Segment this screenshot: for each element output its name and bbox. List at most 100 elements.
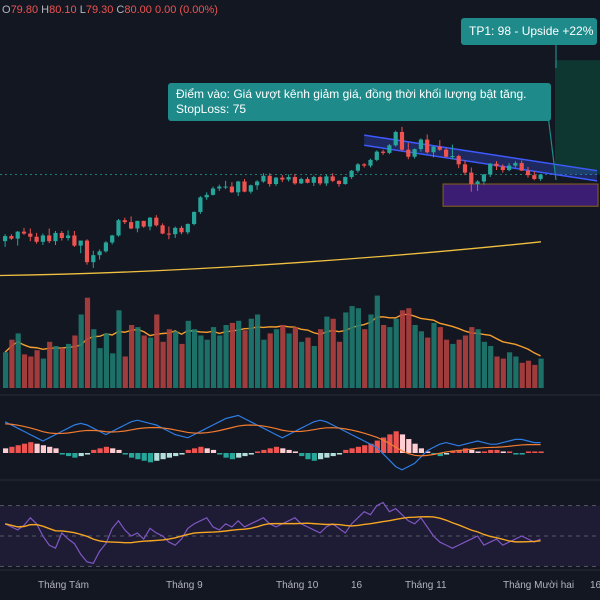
candle[interactable] (462, 164, 468, 173)
volume-bar[interactable] (28, 356, 34, 389)
candle[interactable] (475, 181, 480, 185)
candle[interactable] (292, 177, 297, 184)
volume-bar[interactable] (519, 362, 525, 388)
candle[interactable] (242, 181, 247, 192)
volume-bar[interactable] (103, 333, 109, 388)
candle[interactable] (381, 151, 386, 153)
candle[interactable] (66, 235, 71, 238)
candle[interactable] (28, 233, 33, 237)
volume-bar[interactable] (336, 341, 343, 388)
candle[interactable] (330, 176, 335, 181)
volume-bar[interactable] (437, 327, 443, 388)
candle[interactable] (198, 197, 203, 212)
candle[interactable] (267, 175, 272, 185)
candle[interactable] (78, 240, 83, 246)
volume-bar[interactable] (198, 335, 204, 389)
candle[interactable] (412, 149, 417, 157)
candle[interactable] (519, 163, 524, 171)
volume-bar[interactable] (488, 346, 494, 388)
candle[interactable] (538, 174, 543, 179)
candle[interactable] (280, 177, 285, 180)
candle[interactable] (217, 186, 222, 189)
candle[interactable] (179, 227, 184, 233)
volume-bar[interactable] (78, 314, 84, 389)
volume-bar[interactable] (40, 358, 46, 388)
volume-bar[interactable] (387, 327, 393, 388)
candle[interactable] (248, 185, 253, 192)
candle[interactable] (135, 220, 140, 229)
volume-bar[interactable] (500, 358, 506, 388)
volume-bar[interactable] (53, 346, 59, 388)
volume-bar[interactable] (318, 329, 324, 388)
candle[interactable] (59, 232, 64, 238)
entry-callout[interactable]: Điểm vào: Giá vượt kênh giảm giá, đồng t… (168, 83, 551, 121)
candle[interactable] (399, 131, 405, 150)
volume-bar[interactable] (362, 329, 368, 388)
volume-bar[interactable] (412, 325, 418, 388)
candle[interactable] (122, 220, 127, 223)
volume-bar[interactable] (223, 325, 229, 388)
volume-bar[interactable] (236, 320, 242, 388)
volume-bar[interactable] (192, 329, 198, 388)
volume-bar[interactable] (494, 356, 500, 389)
candle[interactable] (154, 217, 159, 226)
volume-bar[interactable] (507, 352, 513, 388)
candle[interactable] (91, 255, 96, 263)
candle[interactable] (532, 175, 537, 179)
volume-bar[interactable] (475, 329, 481, 388)
candle[interactable] (444, 149, 449, 157)
candle[interactable] (229, 186, 234, 193)
candle[interactable] (355, 164, 360, 171)
volume-bar[interactable] (147, 337, 154, 388)
candle[interactable] (236, 181, 241, 193)
candle[interactable] (513, 163, 518, 166)
candle[interactable] (129, 222, 134, 229)
volume-bar[interactable] (21, 354, 28, 388)
volume-bar[interactable] (469, 327, 475, 388)
volume-bar[interactable] (229, 322, 235, 388)
candle[interactable] (481, 174, 486, 182)
candle[interactable] (387, 145, 392, 153)
volume-bar[interactable] (538, 358, 544, 388)
volume-bar[interactable] (135, 327, 141, 388)
volume-bar[interactable] (84, 297, 91, 388)
candle[interactable] (53, 232, 58, 242)
volume-bar[interactable] (532, 364, 538, 388)
candle[interactable] (507, 165, 512, 171)
volume-bar[interactable] (299, 341, 305, 388)
candle[interactable] (456, 156, 461, 165)
volume-bar[interactable] (160, 341, 166, 388)
volume-bar[interactable] (292, 327, 298, 388)
candle[interactable] (255, 181, 260, 186)
volume-bar[interactable] (444, 339, 450, 388)
candle[interactable] (469, 172, 474, 185)
candle[interactable] (286, 177, 291, 180)
channel-lower-line[interactable] (364, 144, 598, 182)
volume-bar[interactable] (116, 310, 122, 388)
volume-bar[interactable] (34, 350, 40, 388)
volume-bar[interactable] (305, 337, 311, 388)
volume-bar[interactable] (374, 295, 380, 388)
candle[interactable] (261, 175, 266, 182)
volume-bar[interactable] (456, 339, 462, 388)
volume-bar[interactable] (261, 339, 267, 388)
candle[interactable] (47, 235, 52, 242)
volume-bar[interactable] (311, 346, 317, 388)
candle[interactable] (147, 217, 153, 227)
candle[interactable] (393, 131, 398, 146)
candle[interactable] (525, 170, 531, 176)
candle[interactable] (141, 220, 146, 227)
volume-bar[interactable] (166, 329, 172, 388)
candle[interactable] (34, 236, 39, 242)
candle[interactable] (450, 156, 455, 158)
candle[interactable] (160, 225, 165, 234)
volume-bar[interactable] (179, 343, 185, 388)
volume-bar[interactable] (431, 322, 437, 388)
volume-bar[interactable] (141, 335, 147, 389)
volume-bar[interactable] (406, 308, 412, 388)
candle[interactable] (116, 220, 121, 236)
candle[interactable] (21, 231, 27, 234)
candle[interactable] (223, 186, 228, 188)
